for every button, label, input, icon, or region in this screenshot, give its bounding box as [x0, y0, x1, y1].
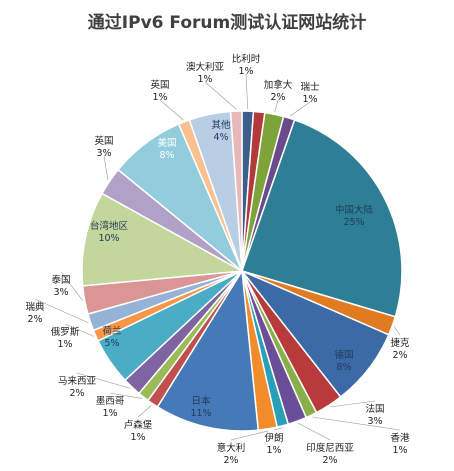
slice-name-label: 瑞典: [25, 301, 45, 313]
slice-percent-label: 1%: [302, 94, 317, 105]
slice-percent-label: 2%: [322, 455, 337, 466]
slice-percent-label: 1%: [392, 445, 407, 456]
leader-line: [245, 73, 249, 110]
pie-slices: [81, 110, 403, 432]
leader-line: [297, 422, 331, 441]
pie-slice: [156, 268, 260, 432]
slice-name-label: 马来西亚: [58, 376, 97, 387]
leader-line: [312, 416, 401, 431]
slice-percent-label: 4%: [213, 132, 228, 143]
slice-percent-label: 11%: [190, 408, 211, 419]
slice-percent-label: 1%: [238, 66, 253, 77]
leader-line: [64, 323, 94, 337]
leader-line: [274, 99, 279, 113]
slice-name-label: 中国大陆: [335, 204, 374, 216]
leader-line: [34, 298, 89, 324]
chart-title: 通过IPv6 Forum测试认证网站统计: [88, 12, 366, 33]
leader-line: [204, 81, 237, 110]
slice-percent-label: 3%: [96, 148, 111, 159]
leader-line: [393, 326, 401, 336]
slice-percent-label: 1%: [57, 339, 72, 350]
slice-name-label: 意大利: [217, 442, 246, 454]
slice-name-label: 俄罗斯: [51, 326, 80, 338]
slice-percent-label: 1%: [102, 408, 117, 419]
slice-percent-label: 2%: [69, 388, 84, 399]
pie-slice: [229, 110, 243, 272]
slice-name-label: 加拿大: [264, 79, 293, 91]
leader-line: [289, 101, 311, 117]
slice-name-label: 其他: [211, 119, 231, 131]
slice-name-label: 伊朗: [264, 432, 283, 444]
slice-percent-label: 1%: [266, 445, 281, 456]
leader-line: [159, 99, 184, 121]
leader-line: [137, 405, 152, 418]
slice-labels: 比利时1%加拿大2%瑞士1%中国大陆25%捷克2%德国8%法国3%香港1%印度尼…: [25, 53, 410, 466]
slice-name-label: 墨西哥: [96, 396, 125, 407]
slice-name-label: 美国: [157, 137, 176, 149]
slice-name-label: 印度尼西亚: [306, 442, 354, 454]
slice-percent-label: 3%: [367, 416, 382, 427]
leader-line: [109, 392, 143, 399]
leader-line: [273, 427, 284, 431]
slice-percent-label: 8%: [336, 362, 351, 373]
slice-name-label: 台湾地区: [90, 220, 129, 232]
slice-percent-label: 2%: [392, 350, 407, 361]
slice-name-label: 日本: [191, 395, 211, 407]
slice-percent-label: 1%: [197, 74, 212, 85]
slice-percent-label: 2%: [223, 455, 238, 466]
pie-slice: [241, 118, 403, 318]
slice-name-label: 英国: [150, 79, 169, 91]
slice-name-label: 瑞士: [300, 81, 320, 93]
slice-name-label: 比利时: [232, 53, 261, 65]
slice-name-label: 荷兰: [102, 325, 121, 337]
slice-name-label: 捷克: [390, 337, 410, 349]
slice-percent-label: 25%: [343, 217, 364, 228]
slice-percent-label: 5%: [104, 338, 119, 349]
slice-percent-label: 1%: [130, 432, 145, 443]
slice-name-label: 澳大利亚: [186, 61, 225, 73]
slice-name-label: 香港: [390, 432, 410, 444]
slice-percent-label: 10%: [98, 233, 119, 244]
leader-line: [76, 372, 131, 389]
slice-percent-label: 8%: [159, 150, 174, 161]
slice-name-label: 卢森堡: [124, 419, 153, 431]
leader-line: [103, 155, 109, 181]
leader-line: [329, 400, 376, 408]
slice-name-label: 德国: [334, 349, 353, 361]
slice-percent-label: 2%: [27, 314, 42, 325]
leader-line: [230, 430, 269, 441]
pie-slice: [81, 192, 245, 287]
slice-percent-label: 1%: [152, 92, 167, 103]
leader-line: [60, 271, 83, 301]
slice-name-label: 英国: [94, 135, 113, 147]
leader-lines: [34, 73, 401, 441]
slice-percent-label: 2%: [270, 92, 285, 103]
slice-name-label: 法国: [365, 403, 384, 415]
slice-percent-label: 3%: [53, 287, 68, 298]
slice-name-label: 泰国: [51, 274, 70, 286]
